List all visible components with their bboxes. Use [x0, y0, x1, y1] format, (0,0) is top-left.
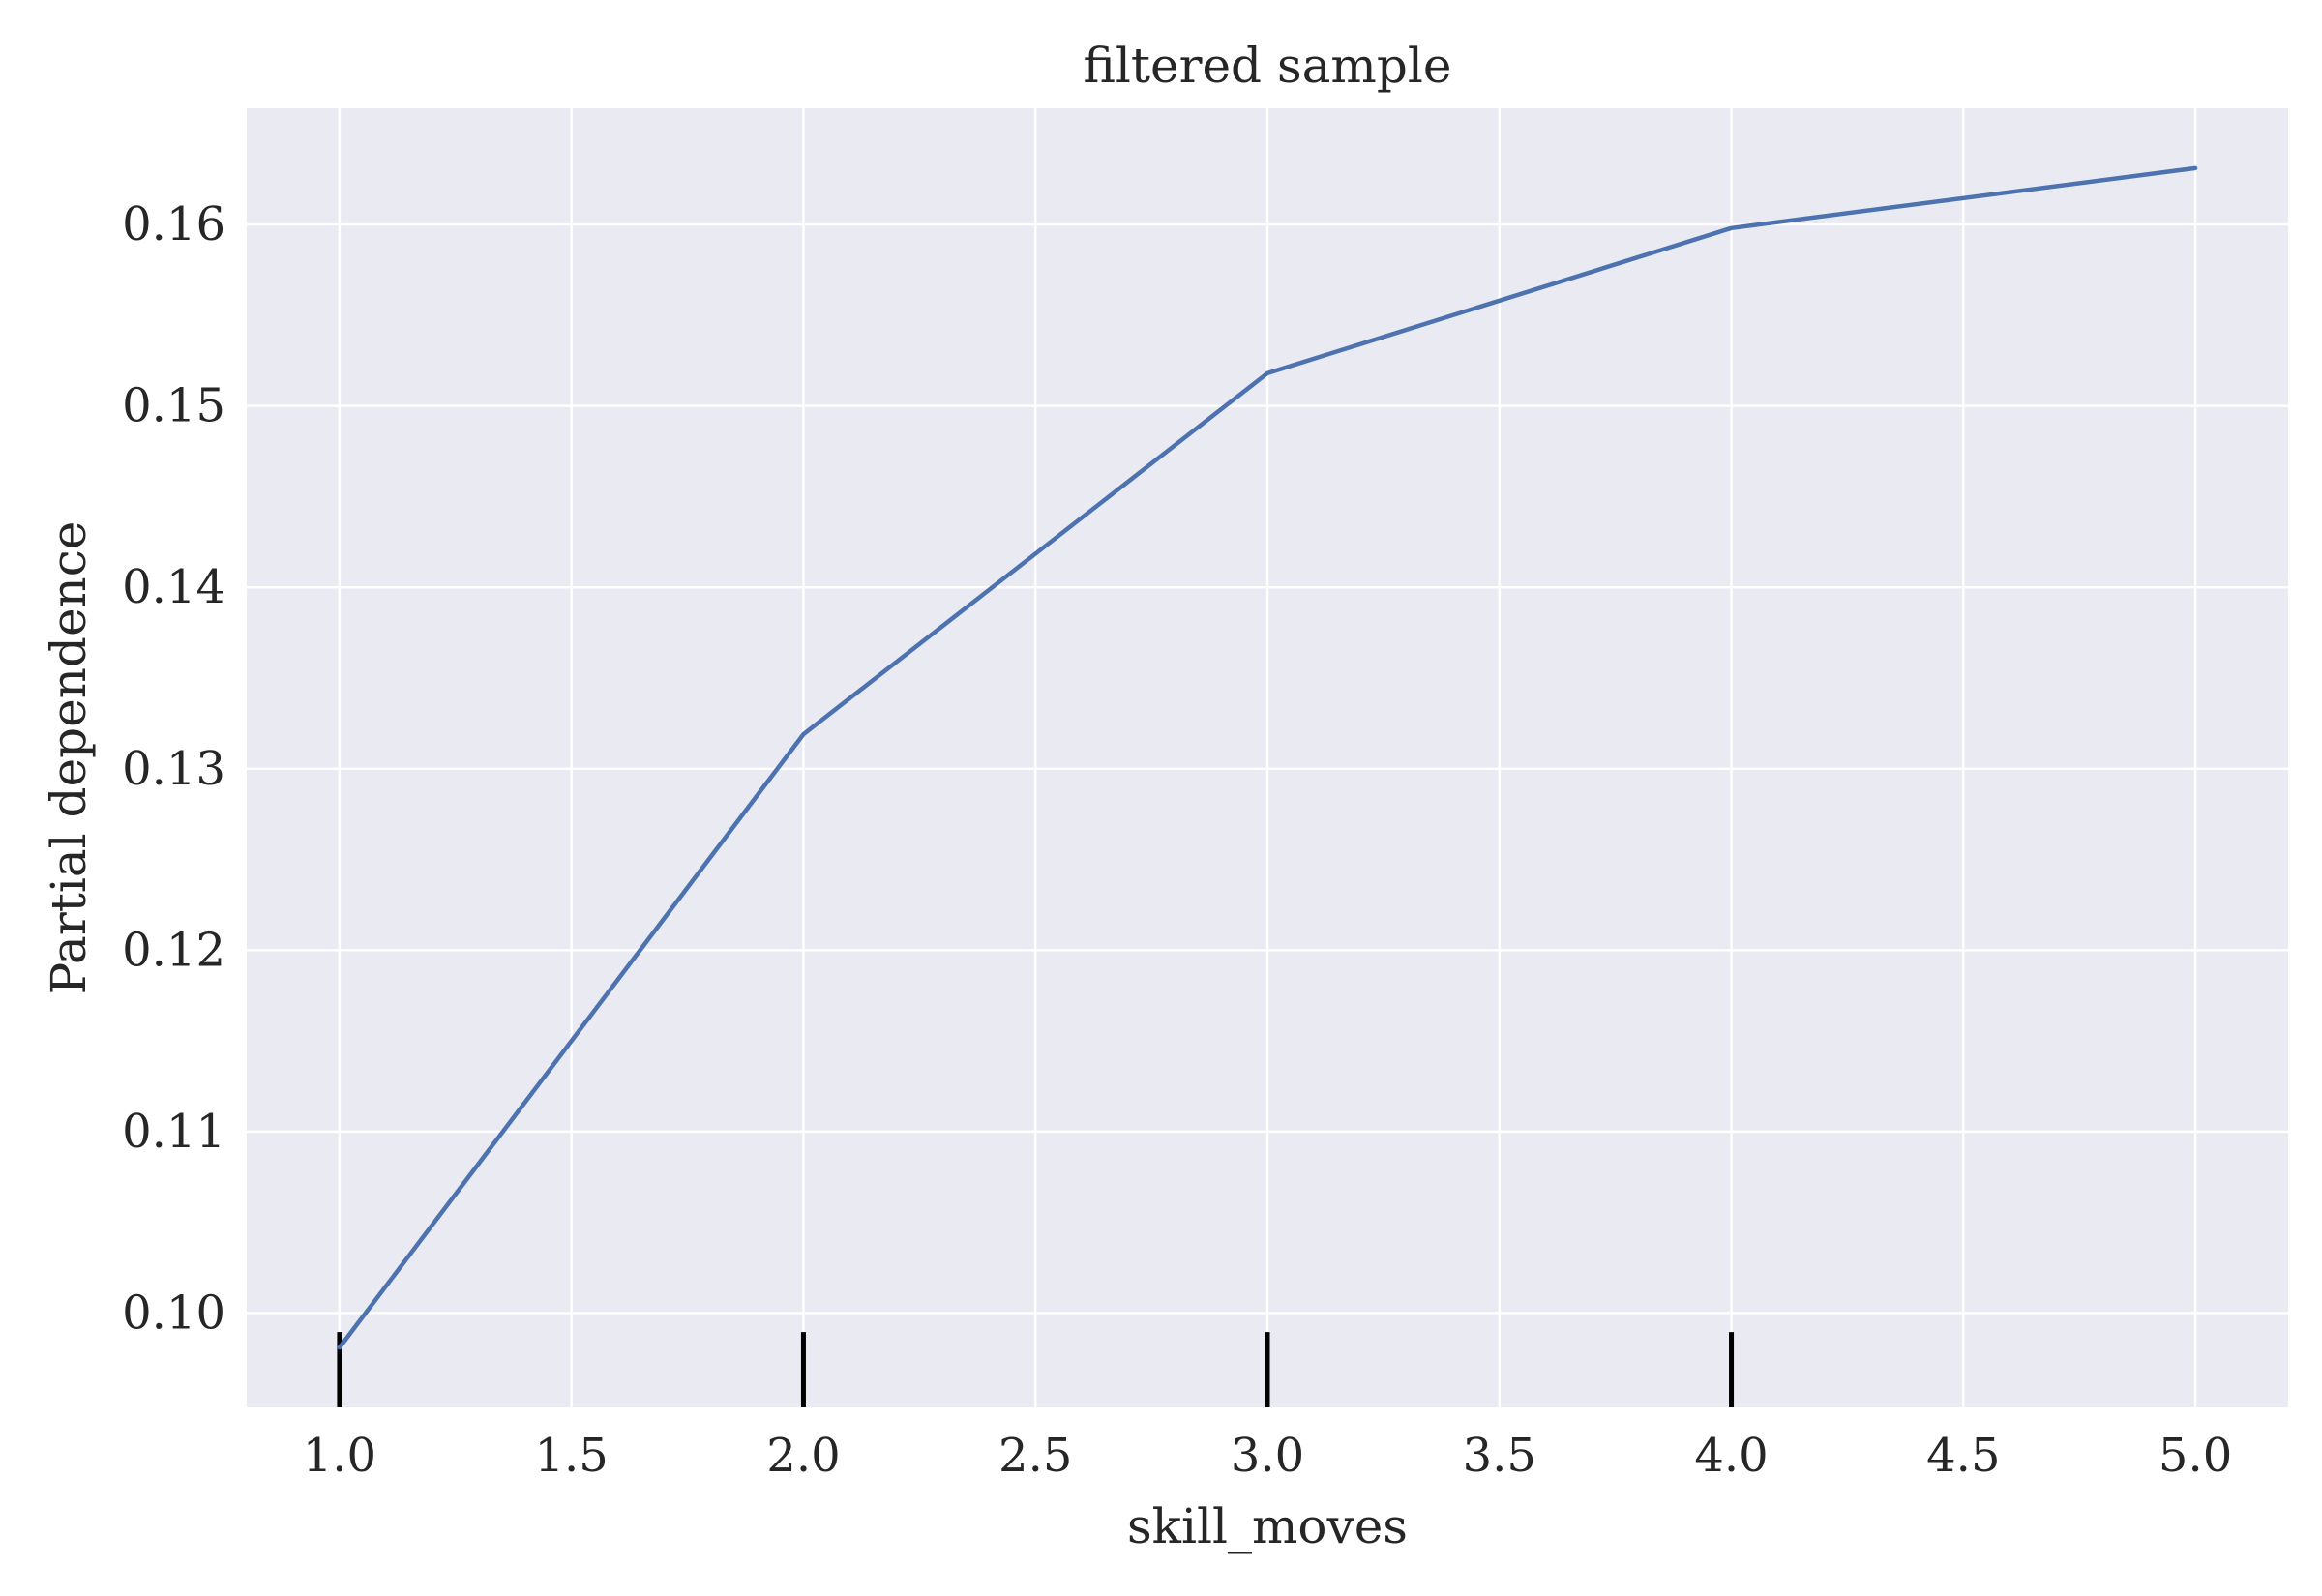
y-tick-label: 0.15: [122, 379, 225, 433]
x-tick-label: 1.5: [535, 1429, 609, 1483]
x-tick-label: 4.0: [1694, 1429, 1768, 1483]
y-tick-label: 0.12: [122, 923, 225, 977]
y-axis-label: Partial dependence: [41, 521, 97, 995]
tick-labels: 1.0 1.5 2.0 2.5 3.0 3.5 4.0 4.5 5.0 0.10 0.11 0.12 0…: [122, 197, 2232, 1483]
x-tick-label: 3.0: [1231, 1429, 1304, 1483]
x-tick-label: 4.5: [1926, 1429, 2000, 1483]
pd-line: [337, 165, 2198, 1350]
x-tick-label: 5.0: [2158, 1429, 2232, 1483]
y-tick-label: 0.14: [122, 560, 225, 614]
x-tick-label: 1.0: [303, 1429, 376, 1483]
y-tick-label: 0.11: [122, 1105, 225, 1159]
x-tick-label: 3.5: [1463, 1429, 1536, 1483]
x-tick-label: 2.5: [998, 1429, 1072, 1483]
y-tick-label: 0.16: [122, 197, 225, 251]
chart-title: filtered sample: [1084, 38, 1452, 94]
series-lines: [337, 165, 2198, 1350]
grid-lines: [247, 108, 2288, 1407]
x-tick-label: 2.0: [766, 1429, 840, 1483]
rug-marks: [337, 1332, 1735, 1407]
x-axis-label: skill_moves: [1127, 1498, 1408, 1554]
y-tick-label: 0.13: [122, 742, 225, 796]
y-tick-label: 0.10: [122, 1286, 225, 1340]
